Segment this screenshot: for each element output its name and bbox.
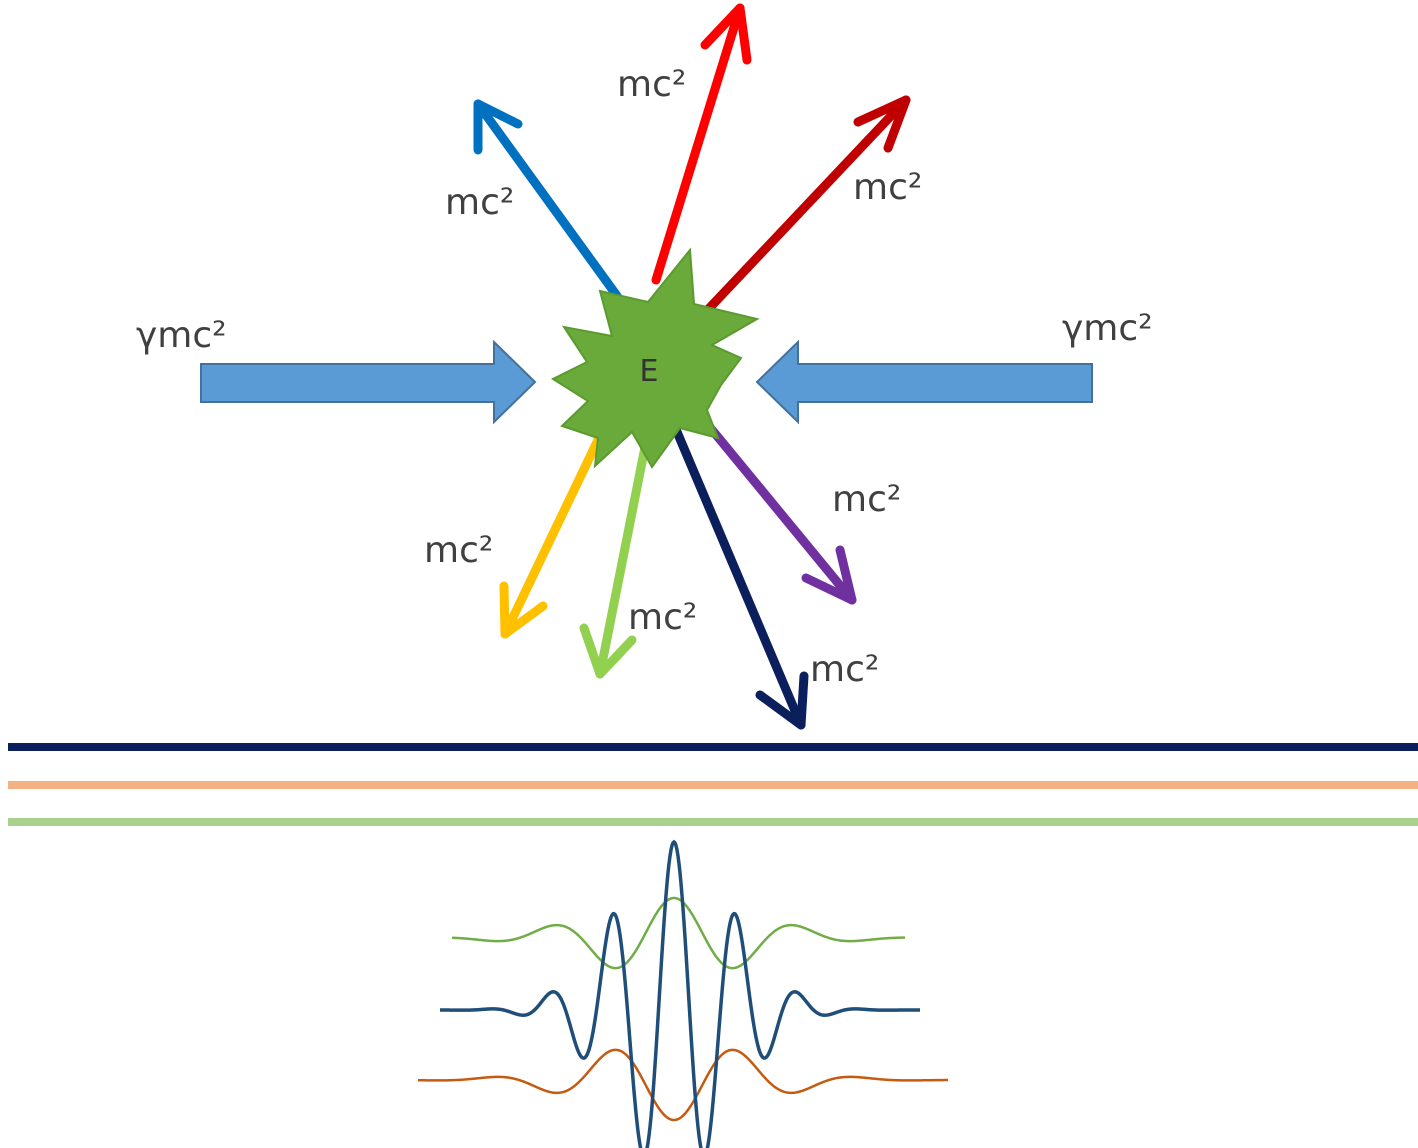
energy-label: E [640, 354, 659, 389]
incoming-label-left: γmc² [136, 315, 227, 356]
incoming-arrow-right [755, 339, 1093, 425]
mass-label-yellow: mc² [424, 530, 493, 571]
wave-curve-orange [417, 1048, 949, 1122]
outgoing-arrow-purple [689, 403, 857, 605]
wave-curve-green [451, 896, 906, 970]
collision-burst [550, 247, 760, 469]
mass-label-purple: mc² [832, 479, 901, 520]
mass-label-red: mc² [617, 64, 686, 105]
outgoing-arrows [473, 3, 911, 730]
outgoing-arrow-dark-red [695, 95, 911, 323]
mass-label-dark-red: mc² [853, 167, 922, 208]
outgoing-arrow-red [651, 3, 752, 285]
wave-curve-blue [439, 839, 920, 1148]
wave-packet [417, 839, 949, 1148]
mass-label-blue: mc² [445, 182, 514, 223]
mass-label-light-green: mc² [628, 597, 697, 638]
incoming-arrow-left [200, 339, 537, 425]
mass-label-navy: mc² [810, 649, 879, 690]
outgoing-arrow-blue [473, 99, 625, 305]
incoming-label-right: γmc² [1062, 308, 1153, 349]
outgoing-arrow-light-green [579, 427, 653, 679]
outgoing-arrow-yellow [499, 435, 603, 639]
outgoing-arrow-navy [667, 415, 809, 730]
